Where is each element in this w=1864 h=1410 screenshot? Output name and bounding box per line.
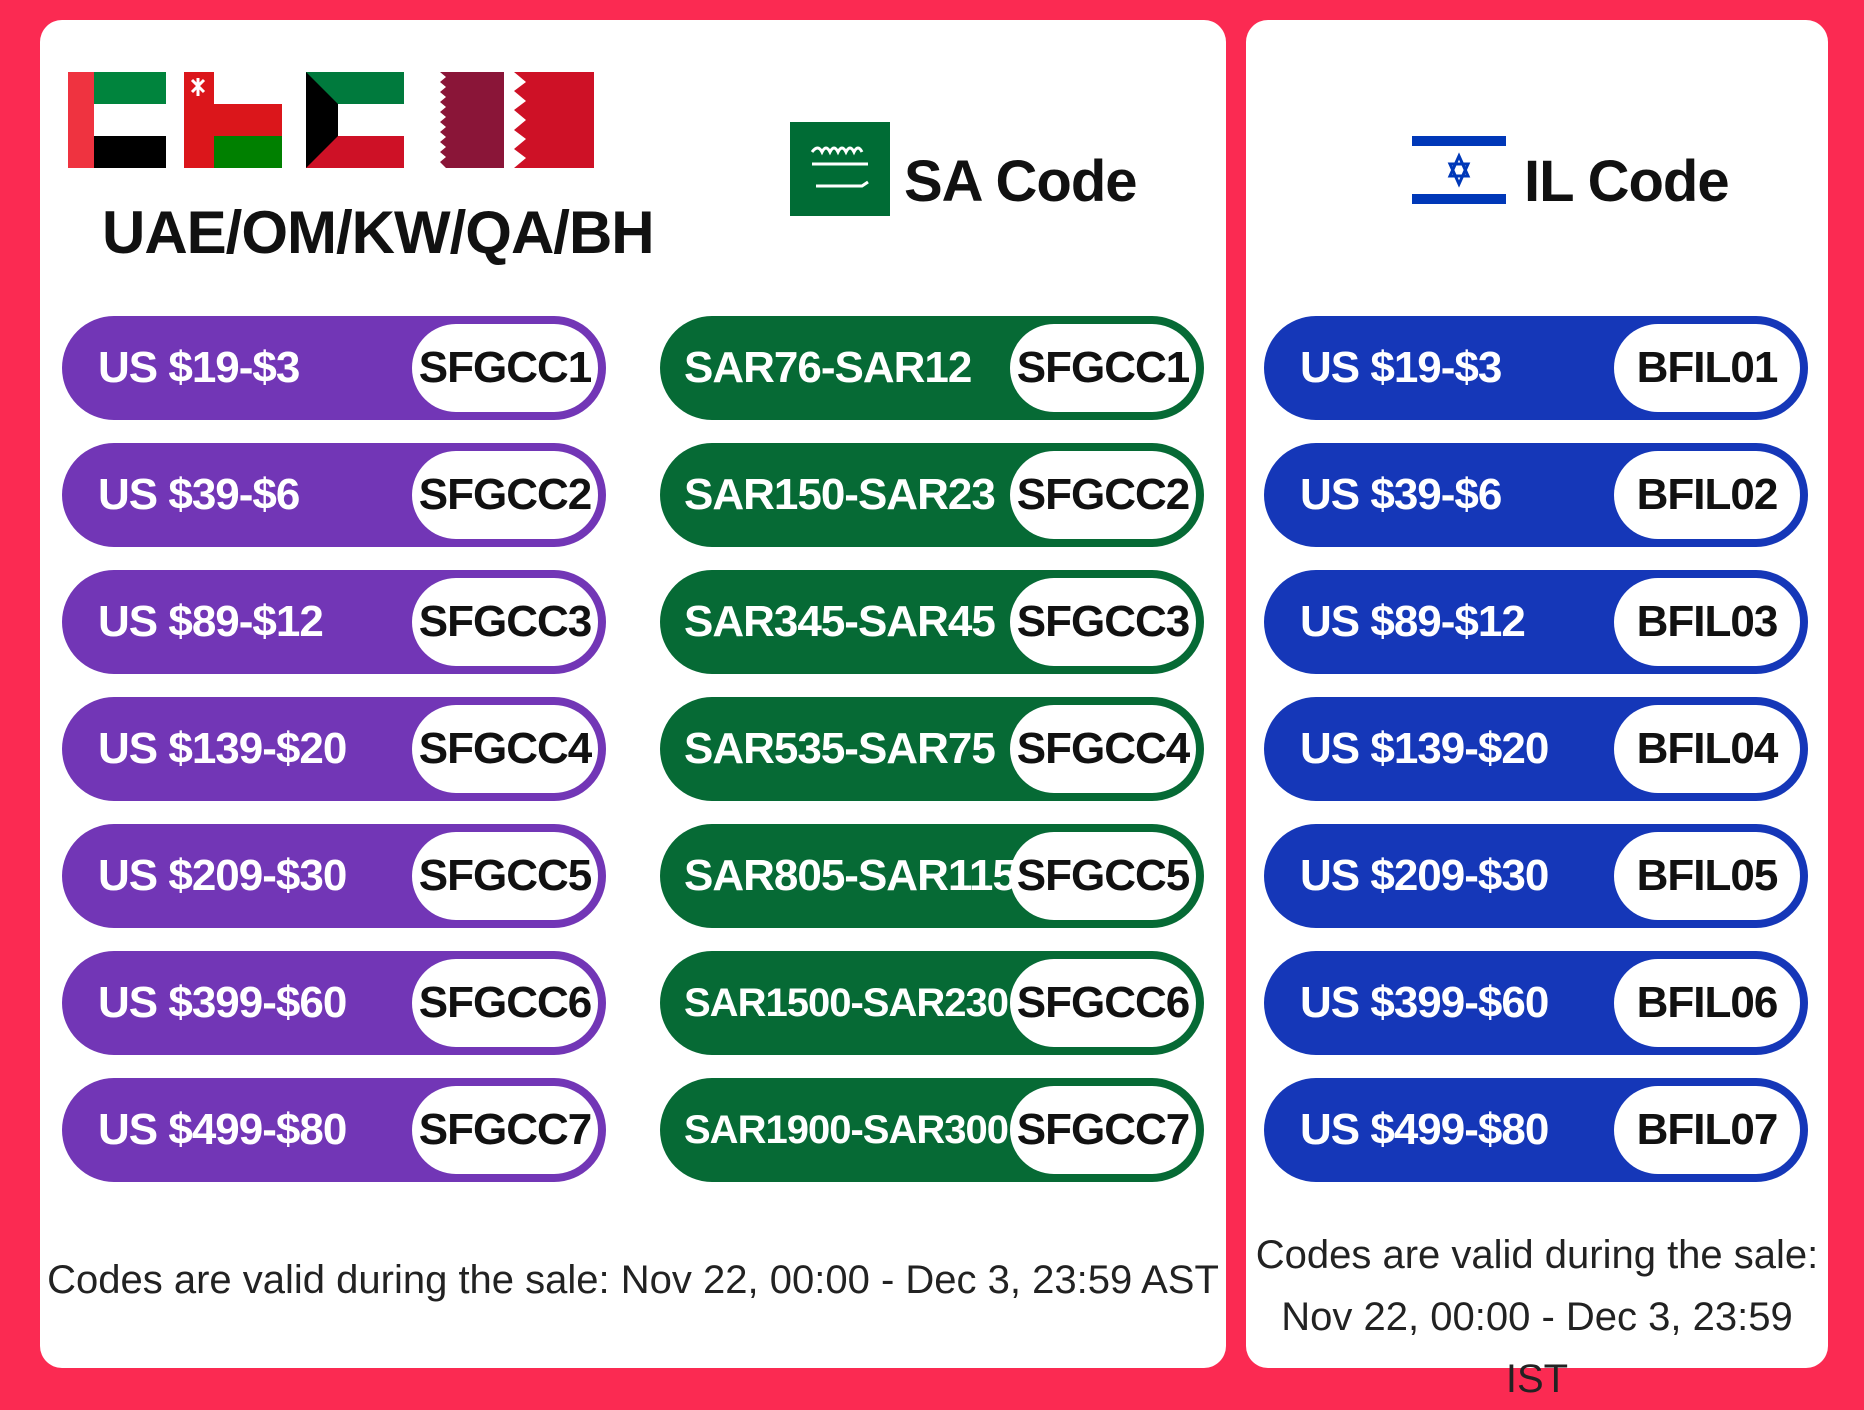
price-range: SAR535-SAR75 [684,724,996,773]
coupon-code[interactable]: SFGCC1 [412,324,598,412]
il-code-row[interactable]: US $209-$30 BFIL05 [1264,824,1808,928]
gcc-validity-note: Codes are valid during the sale: Nov 22,… [47,1258,1219,1302]
coupon-code[interactable]: SFGCC2 [412,451,598,539]
il-code-row[interactable]: US $139-$20 BFIL04 [1264,697,1808,801]
price-range: SAR1900-SAR300 [684,1108,1009,1152]
gcc-code-row[interactable]: US $139-$20 SFGCC4 [62,697,606,801]
saudi-flag-icon [790,122,890,216]
price-range: US $399-$60 [1300,978,1549,1027]
bahrain-flag-icon [504,72,594,168]
il-code-row[interactable]: US $19-$3 BFIL01 [1264,316,1808,420]
il-note-line-2: Nov 22, 00:00 - Dec 3, 23:59 IST [1281,1295,1793,1401]
il-note-line-1: Codes are valid during the sale: [1255,1233,1819,1277]
price-range: US $209-$30 [1300,851,1549,900]
coupon-code[interactable]: BFIL07 [1614,1086,1800,1174]
il-title: IL Code [1524,149,1730,214]
sa-code-row[interactable]: SAR76-SAR12 SFGCC1 [660,316,1204,420]
coupon-code[interactable]: SFGCC2 [1010,451,1196,539]
price-range: SAR1500-SAR230 [684,981,1009,1025]
coupon-code[interactable]: SFGCC5 [1010,832,1196,920]
gcc-code-row[interactable]: US $39-$6 SFGCC2 [62,443,606,547]
coupon-code[interactable]: BFIL04 [1614,705,1800,793]
gcc-region-title: UAE/OM/KW/QA/BH [102,199,655,266]
coupon-code[interactable]: SFGCC6 [412,959,598,1047]
price-range: US $499-$80 [98,1105,347,1154]
gcc-code-row[interactable]: US $19-$3 SFGCC1 [62,316,606,420]
sa-code-row[interactable]: SAR805-SAR115 SFGCC5 [660,824,1204,928]
sa-code-row[interactable]: SAR535-SAR75 SFGCC4 [660,697,1204,801]
il-card: IL Code US $19-$3 BFIL01 US $39-$6 BFIL0… [1246,20,1828,1401]
price-range: US $139-$20 [1300,724,1549,773]
il-code-row[interactable]: US $39-$6 BFIL02 [1264,443,1808,547]
sa-title: SA Code [904,149,1138,214]
coupon-code[interactable]: SFGCC4 [412,705,598,793]
price-range: US $499-$80 [1300,1105,1549,1154]
israel-flag-icon [1412,130,1506,210]
gcc-sa-card: UAE/OM/KW/QA/BH SA Code US $19-$3 SFGCC1… [40,20,1226,1368]
qatar-flag-icon [422,72,504,168]
price-range: SAR805-SAR115 [684,851,1017,900]
il-code-list: US $19-$3 BFIL01 US $39-$6 BFIL02 US $89… [1264,316,1808,1205]
gcc-code-row[interactable]: US $89-$12 SFGCC3 [62,570,606,674]
price-range: SAR345-SAR45 [684,597,996,646]
price-range: SAR76-SAR12 [684,343,972,392]
coupon-code[interactable]: BFIL05 [1614,832,1800,920]
coupon-code[interactable]: SFGCC7 [1010,1086,1196,1174]
coupon-code[interactable]: SFGCC4 [1010,705,1196,793]
sa-code-row[interactable]: SAR1500-SAR230 SFGCC6 [660,951,1204,1055]
gcc-code-row[interactable]: US $499-$80 SFGCC7 [62,1078,606,1182]
price-range: US $39-$6 [98,470,300,519]
gcc-code-row[interactable]: US $209-$30 SFGCC5 [62,824,606,928]
gcc-code-row[interactable]: US $399-$60 SFGCC6 [62,951,606,1055]
price-range: US $89-$12 [1300,597,1526,646]
price-range: US $39-$6 [1300,470,1502,519]
price-range: US $89-$12 [98,597,324,646]
price-range: US $139-$20 [98,724,347,773]
price-range: US $399-$60 [98,978,347,1027]
il-validity-note: Codes are valid during the sale: Nov 22,… [1246,1224,1828,1410]
il-code-row[interactable]: US $89-$12 BFIL03 [1264,570,1808,674]
coupon-code[interactable]: SFGCC6 [1010,959,1196,1047]
sa-code-row[interactable]: SAR150-SAR23 SFGCC2 [660,443,1204,547]
coupon-code[interactable]: SFGCC7 [412,1086,598,1174]
coupon-code[interactable]: BFIL01 [1614,324,1800,412]
price-range: US $19-$3 [98,343,300,392]
il-code-row[interactable]: US $499-$80 BFIL07 [1264,1078,1808,1182]
sa-code-row[interactable]: SAR345-SAR45 SFGCC3 [660,570,1204,674]
sa-code-row[interactable]: SAR1900-SAR300 SFGCC7 [660,1078,1204,1182]
il-code-row[interactable]: US $399-$60 BFIL06 [1264,951,1808,1055]
price-range: US $19-$3 [1300,343,1502,392]
coupon-code[interactable]: BFIL03 [1614,578,1800,666]
price-range: US $209-$30 [98,851,347,900]
gcc-code-list: US $19-$3 SFGCC1 US $39-$6 SFGCC2 US $89… [62,316,606,1205]
sa-code-list: SAR76-SAR12 SFGCC1 SAR150-SAR23 SFGCC2 S… [660,316,1204,1205]
coupon-code[interactable]: SFGCC3 [412,578,598,666]
oman-flag-icon [184,72,282,168]
coupon-code[interactable]: SFGCC5 [412,832,598,920]
coupon-code[interactable]: SFGCC3 [1010,578,1196,666]
coupon-code[interactable]: SFGCC1 [1010,324,1196,412]
kuwait-flag-icon [306,72,404,168]
uae-flag-icon [68,72,166,168]
price-range: SAR150-SAR23 [684,470,996,519]
coupon-code[interactable]: BFIL02 [1614,451,1800,539]
coupon-code[interactable]: BFIL06 [1614,959,1800,1047]
